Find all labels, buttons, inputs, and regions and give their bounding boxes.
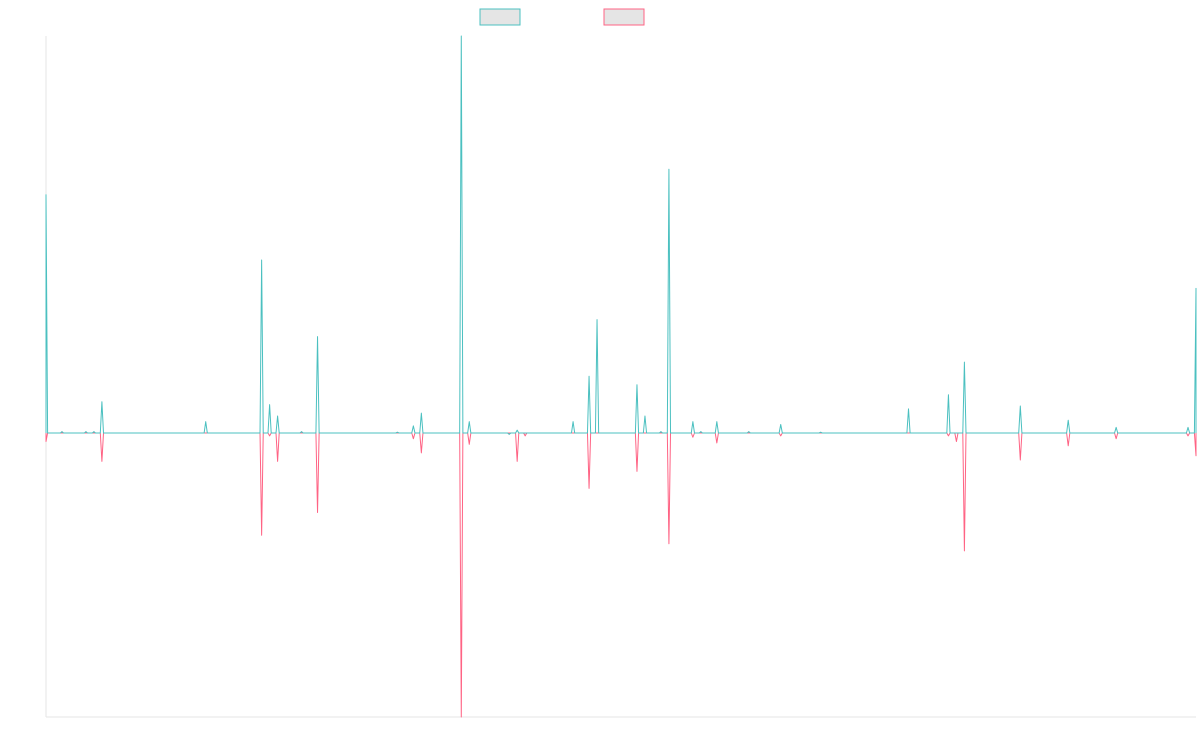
series-layer	[45, 35, 1197, 718]
legend[interactable]	[479, 8, 645, 26]
series-line-teal	[45, 35, 1197, 435]
legend-item-teal[interactable]	[479, 8, 521, 26]
legend-item-pink[interactable]	[603, 8, 645, 26]
series-line-pink	[45, 432, 1197, 718]
